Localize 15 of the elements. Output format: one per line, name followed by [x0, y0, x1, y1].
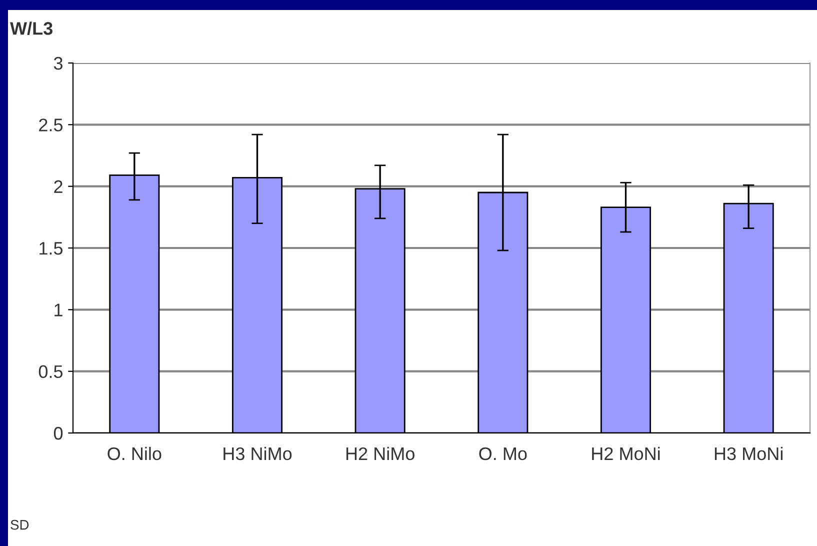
y-tick-label: 0	[54, 426, 63, 440]
y-tick-label: 0.5	[38, 365, 63, 378]
y-tick-label: 2	[54, 180, 62, 193]
y-tick-label: 1	[54, 304, 62, 316]
x-tick-label: H3 NiMo	[224, 446, 292, 460]
y-tick-label: 2.5	[39, 118, 63, 132]
x-tick-label: O. Nilo	[108, 446, 162, 460]
y-tick-label: 1.5	[40, 242, 63, 255]
x-tick-label: H3 MoNi	[714, 446, 782, 460]
x-tick-label: H2 NiMo	[346, 446, 414, 460]
x-tick-label: H2 MoNi	[592, 446, 660, 460]
y-tick-label: 3	[54, 56, 62, 70]
y-axis-title: W/L3	[10, 22, 52, 36]
x-tick-label: O. Mo	[479, 447, 527, 460]
text: SD	[10, 520, 29, 530]
